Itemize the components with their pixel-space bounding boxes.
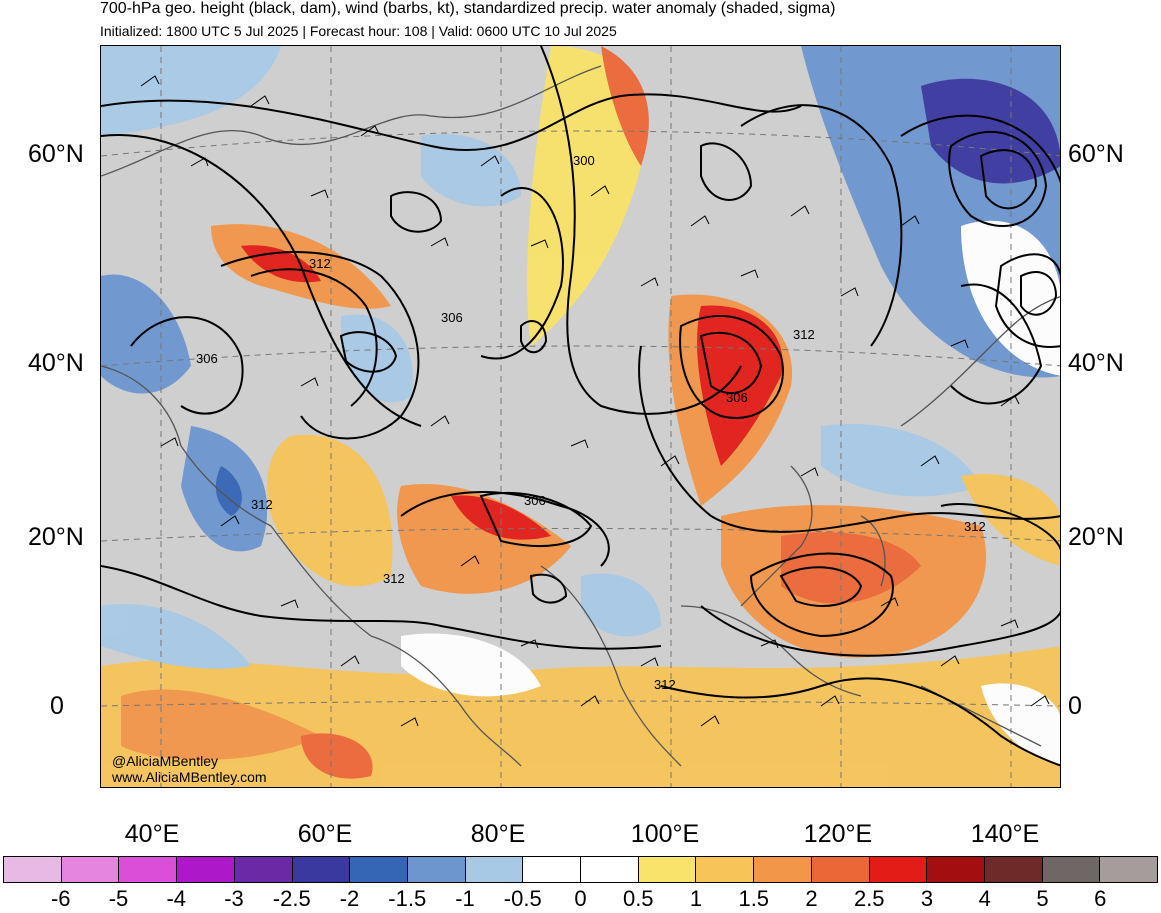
map-graphic: 300 312 306 306 312 306 312 306 312 312 … (101, 46, 1060, 787)
contour-label: 306 (524, 493, 546, 508)
contour-labels: 300 312 306 306 312 306 312 306 312 312 … (196, 153, 986, 692)
colorbar-swatch (984, 857, 1043, 882)
lon-label: 100°E (630, 820, 700, 848)
colorbar-swatch (4, 857, 62, 882)
contour-label: 312 (654, 677, 676, 692)
colorbar-label: 1 (689, 886, 703, 911)
lat-label-right: 40°N (1068, 349, 1124, 377)
anomaly-shading (101, 46, 1060, 787)
colorbar-label: -2.5 (272, 886, 311, 911)
credit-handle: @AliciaMBentley (112, 753, 219, 769)
colorbar (3, 856, 1158, 883)
lat-label-left: 40°N (28, 349, 84, 377)
contour-label: 300 (573, 153, 595, 168)
colorbar-swatch (292, 857, 351, 882)
lon-label: 40°E (124, 820, 180, 848)
colorbar-label: 3 (920, 886, 934, 911)
colorbar-label: -1.5 (388, 886, 427, 911)
contour-label: 306 (726, 390, 748, 405)
colorbar-label: 2 (805, 886, 818, 911)
contour-label: 306 (441, 310, 463, 325)
colorbar-swatch (234, 857, 293, 882)
colorbar-label: -4 (166, 886, 187, 911)
colorbar-label: 5 (1036, 886, 1049, 911)
colorbar-label: 4 (978, 886, 991, 911)
contour-label: 312 (383, 571, 405, 586)
weather-map: 300 312 306 306 312 306 312 306 312 312 … (100, 45, 1061, 788)
colorbar-swatch (465, 857, 524, 882)
colorbar-swatch (350, 857, 408, 882)
lon-label: 120°E (803, 820, 873, 848)
lon-label: 60°E (297, 820, 353, 848)
colorbar-swatch (1042, 857, 1101, 882)
colorbar-swatch (177, 857, 235, 882)
lat-label-right: 0 (1068, 692, 1082, 720)
colorbar-swatch (119, 857, 178, 882)
lat-label-left: 20°N (28, 523, 84, 551)
colorbar-swatch (927, 857, 985, 882)
contour-label: 312 (251, 497, 273, 512)
lat-label-right: 20°N (1068, 523, 1124, 551)
colorbar-swatch (811, 857, 870, 882)
map-title: 700-hPa geo. height (black, dam), wind (… (100, 0, 836, 17)
colorbar-swatch (407, 857, 466, 882)
contour-label: 312 (964, 519, 986, 534)
colorbar-swatch (754, 857, 812, 882)
colorbar-label: 1.5 (738, 886, 770, 911)
colorbar-swatch (638, 857, 697, 882)
contour-label: 312 (309, 256, 331, 271)
colorbar-label: 0 (574, 886, 587, 911)
colorbar-swatch (696, 857, 755, 882)
colorbar-label: -0.5 (503, 886, 542, 911)
lon-label: 80°E (470, 820, 526, 848)
colorbar-label: -3 (224, 886, 244, 911)
colorbar-label: -5 (108, 886, 129, 911)
colorbar-label: 2.5 (853, 886, 885, 911)
colorbar-swatch (581, 857, 639, 882)
lat-label-left: 0 (50, 692, 64, 720)
graticule (101, 46, 1060, 787)
height-contours (101, 46, 1060, 767)
colorbar-swatch (1100, 857, 1158, 882)
credit-website: www.AliciaMBentley.com (112, 769, 267, 785)
colorbar-label: -6 (50, 886, 71, 911)
colorbar-label: 0.5 (622, 886, 654, 911)
colorbar-swatch (869, 857, 928, 882)
colorbar-label: 6 (1094, 886, 1107, 911)
wind-barbs (140, 75, 1050, 727)
lat-label-left: 60°N (28, 140, 84, 168)
lat-label-right: 60°N (1068, 140, 1124, 168)
contour-label: 306 (196, 351, 218, 366)
map-subtitle: Initialized: 1800 UTC 5 Jul 2025 | Forec… (100, 23, 617, 39)
colorbar-label: -2 (339, 886, 360, 911)
colorbar-swatch (523, 857, 582, 882)
contour-label: 312 (793, 327, 815, 342)
colorbar-swatch (61, 857, 120, 882)
colorbar-label: -1 (455, 886, 475, 911)
lon-label: 140°E (970, 820, 1040, 848)
